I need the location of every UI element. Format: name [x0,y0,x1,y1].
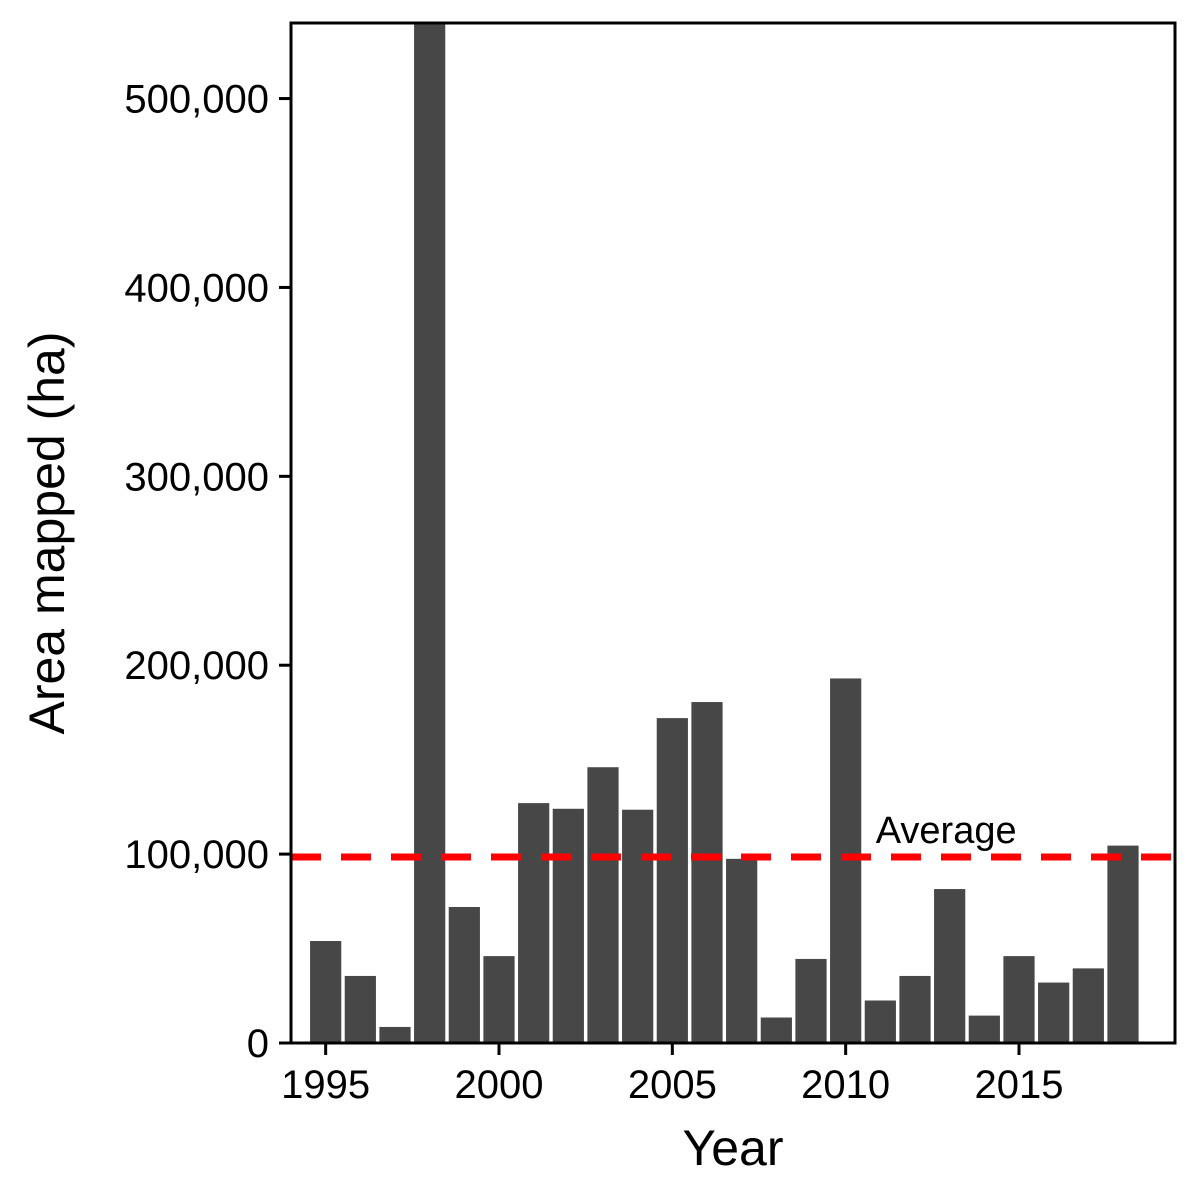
bar-2017 [1072,968,1104,1043]
bar-2015 [1003,956,1035,1043]
y-tick-label-500000: 500,000 [124,78,269,122]
bar-2005 [656,718,688,1043]
bar-2008 [760,1017,792,1043]
y-tick-label-200000: 200,000 [124,644,269,688]
bar-2003 [587,767,619,1043]
bar-2018 [1107,845,1139,1043]
bar-2012 [899,975,931,1043]
bar-2004 [622,809,654,1043]
bar-2002 [552,808,584,1043]
x-tick-label-1995: 1995 [281,1063,370,1107]
bar-2011 [864,1000,896,1043]
bar-1999 [448,907,480,1043]
bar-1997 [379,1026,411,1043]
y-tick-label-0: 0 [247,1022,269,1066]
x-tick-label-2015: 2015 [975,1063,1064,1107]
bar-2007 [726,858,758,1043]
bar-2014 [968,1015,1000,1043]
y-axis-title: Area mapped (ha) [19,331,75,734]
x-axis-title: Year [682,1120,783,1176]
bars-group [310,23,1139,1043]
bar-1996 [344,975,376,1043]
x-axis: 1995 2000 2005 2010 2015 [281,1043,1063,1107]
x-tick-label-2010: 2010 [801,1063,890,1107]
bar-2010 [830,678,862,1043]
x-tick-label-2000: 2000 [455,1063,544,1107]
bar-2001 [518,803,550,1043]
bar-1995 [310,941,342,1043]
y-tick-label-100000: 100,000 [124,833,269,877]
bar-2000 [483,956,515,1043]
y-tick-label-400000: 400,000 [124,266,269,310]
bar-1998 [414,23,446,1043]
y-tick-label-300000: 300,000 [124,455,269,499]
y-axis: 0 100,000 200,000 300,000 400,000 500,000 [124,78,291,1066]
x-tick-label-2005: 2005 [628,1063,717,1107]
bar-2016 [1038,982,1070,1043]
average-label: Average [876,810,1017,852]
bar-2009 [795,958,827,1043]
plot-panel-border [289,21,1177,1045]
bar-2006 [691,702,723,1043]
bar-2013 [934,889,966,1043]
